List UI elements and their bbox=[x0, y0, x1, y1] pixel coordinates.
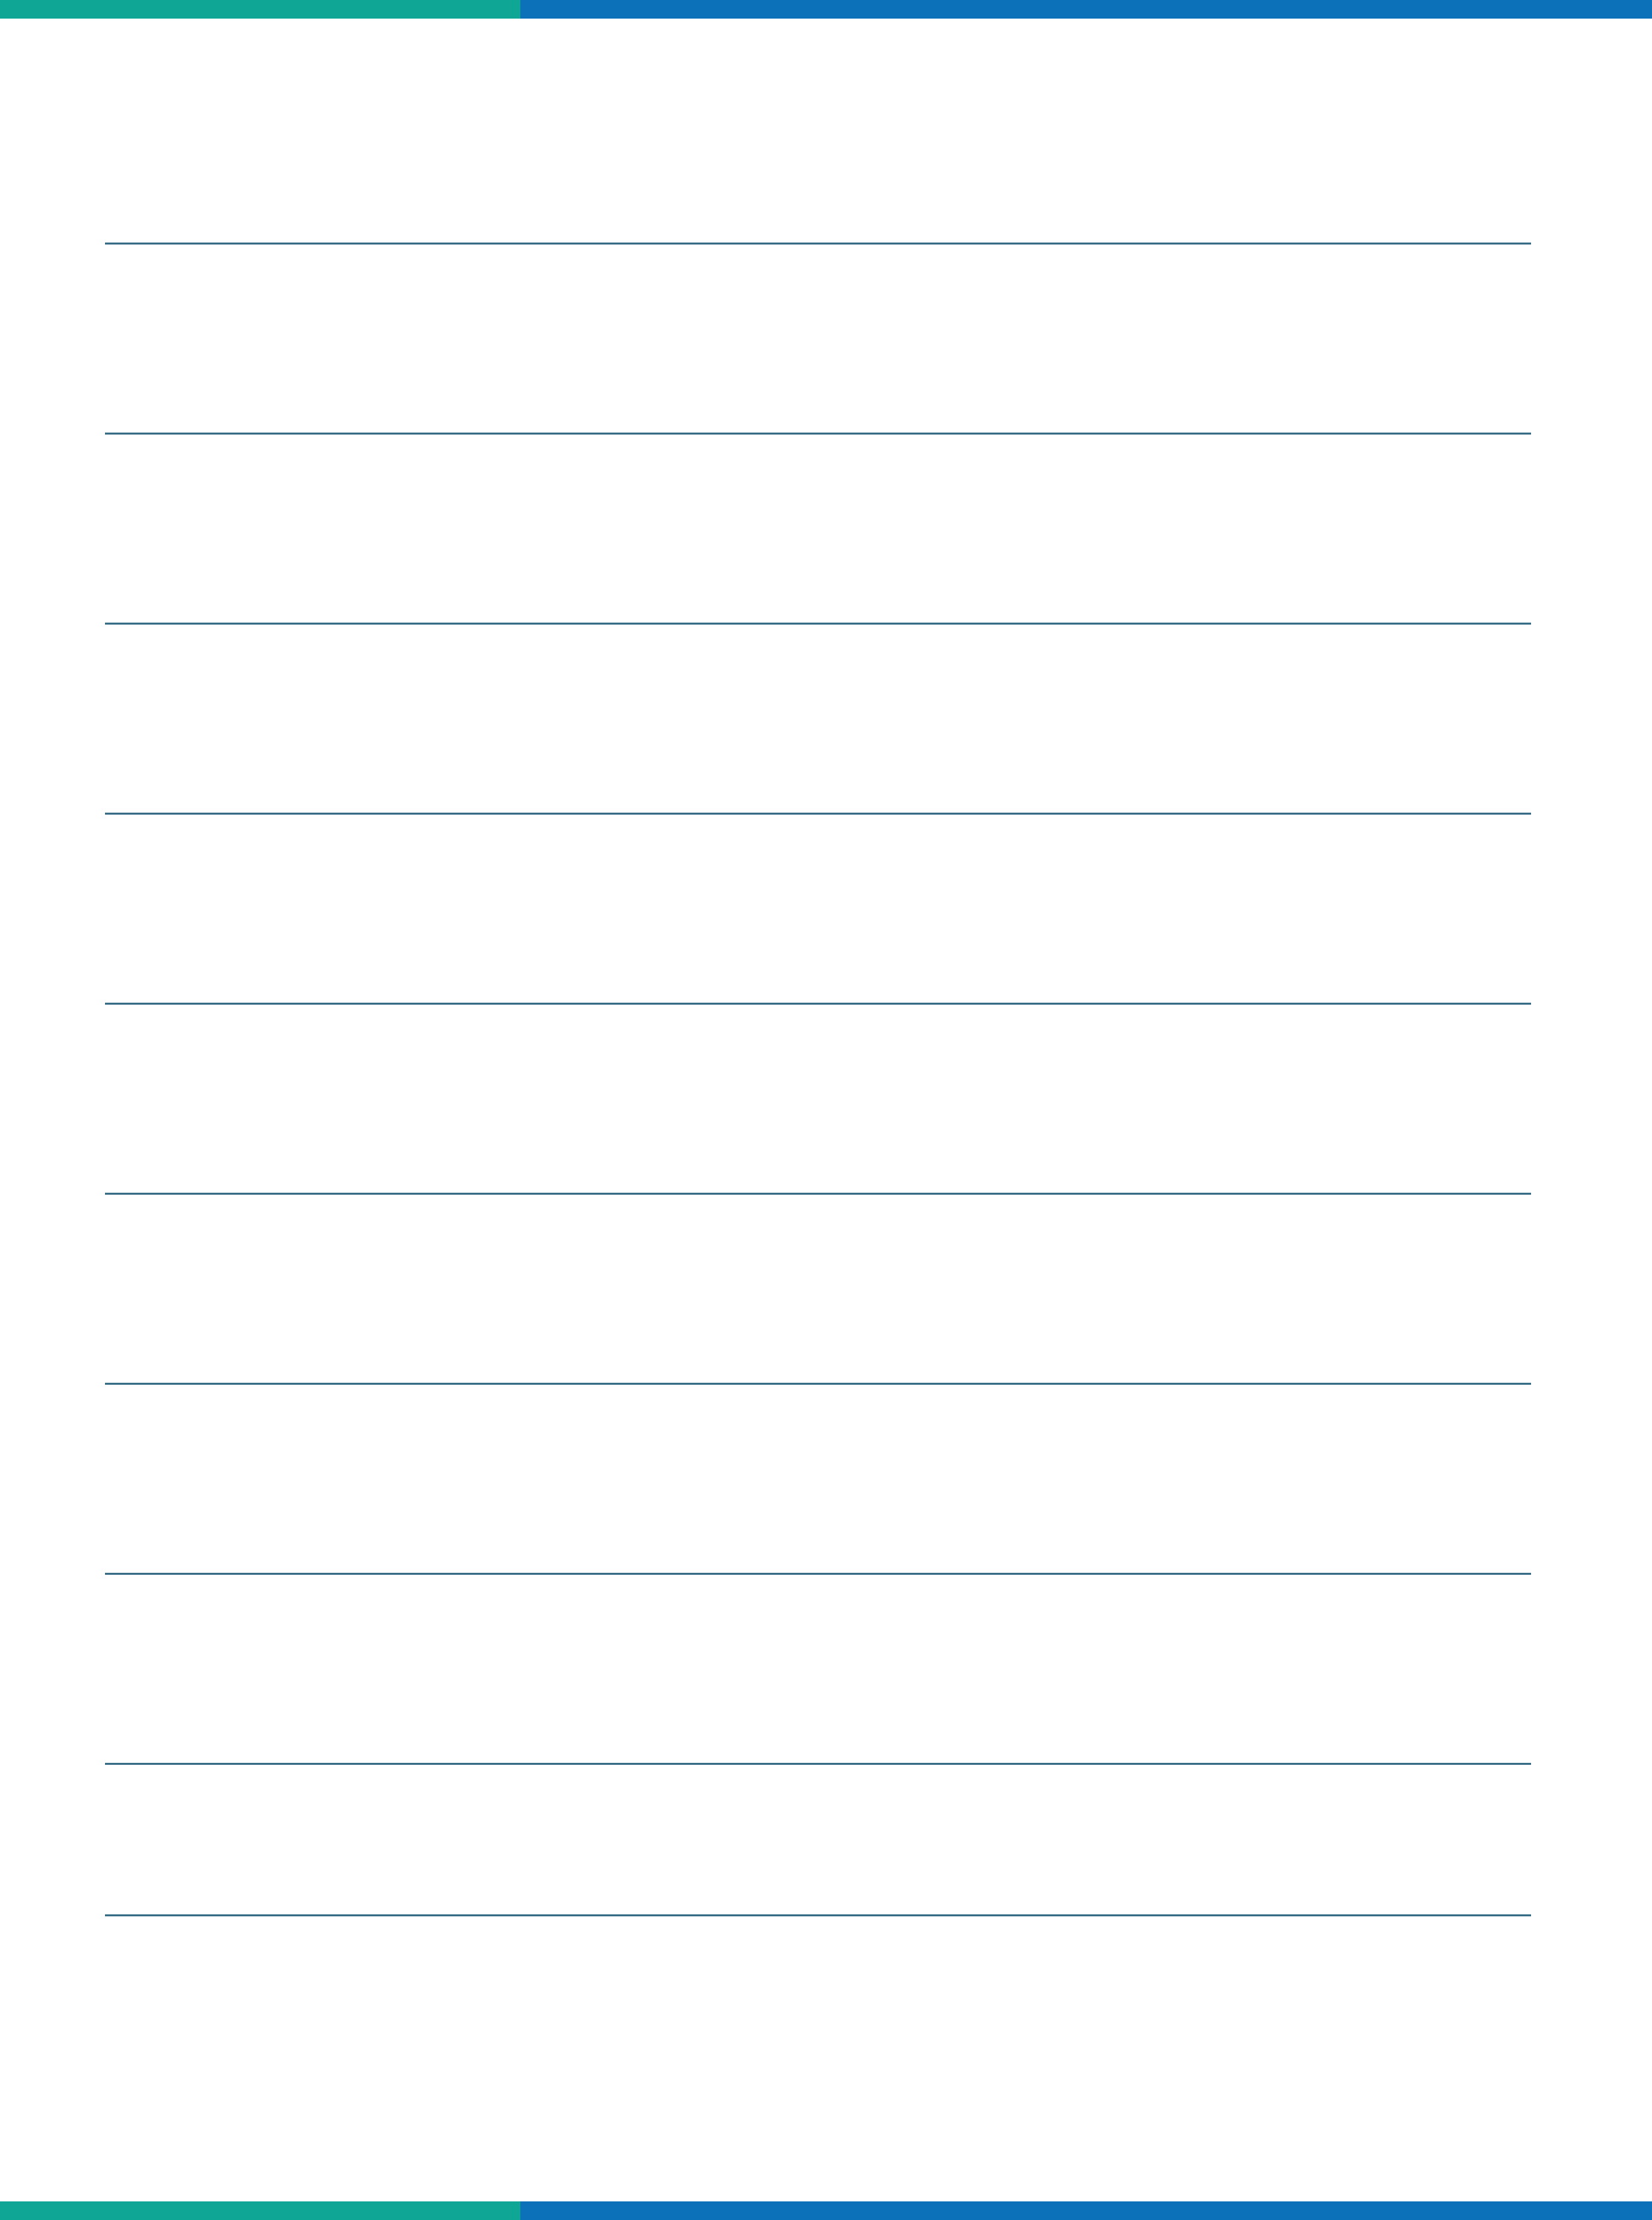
bottom-bar-teal-segment bbox=[0, 2201, 520, 2220]
writing-line bbox=[105, 1914, 1531, 1916]
writing-line bbox=[105, 1003, 1531, 1005]
lined-content-area bbox=[105, 243, 1531, 1916]
writing-line bbox=[105, 243, 1531, 245]
top-bar bbox=[0, 0, 1652, 19]
writing-line bbox=[105, 1573, 1531, 1575]
bottom-bar bbox=[0, 2201, 1652, 2220]
bottom-bar-blue-segment bbox=[520, 2201, 1652, 2220]
writing-line bbox=[105, 1763, 1531, 1765]
top-bar-teal-segment bbox=[0, 0, 520, 19]
writing-line bbox=[105, 1193, 1531, 1195]
writing-line bbox=[105, 433, 1531, 435]
writing-line bbox=[105, 1383, 1531, 1385]
top-bar-blue-segment bbox=[520, 0, 1652, 19]
writing-line bbox=[105, 623, 1531, 625]
writing-line bbox=[105, 813, 1531, 815]
